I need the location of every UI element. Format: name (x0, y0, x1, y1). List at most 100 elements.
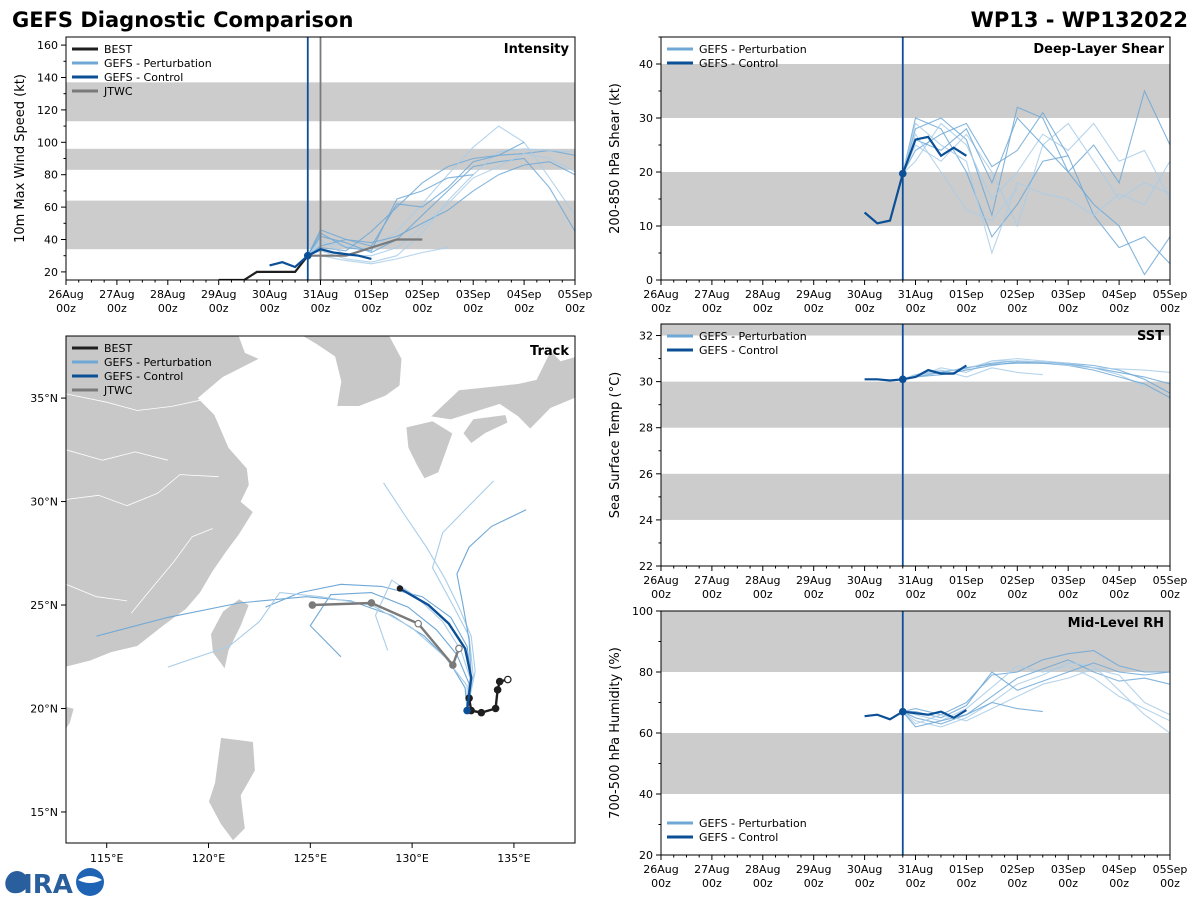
x-tick-label: 29Aug (796, 288, 831, 301)
x-tick-sublabel: 00z (362, 302, 382, 315)
x-tick-sublabel: 00z (957, 302, 977, 315)
perturbation-line-3 (902, 122, 1170, 200)
best-line (218, 255, 309, 280)
y-tick-label: 22 (639, 560, 653, 573)
x-tick-label: 29Aug (796, 863, 831, 876)
legend-label: GEFS - Perturbation (104, 57, 212, 70)
x-tick-label: 03Sep (1051, 863, 1086, 876)
x-tick-label: 27Aug (99, 288, 134, 301)
y-tick-label: 20 (639, 166, 653, 179)
plot-area (661, 37, 1170, 280)
x-tick-label: 05Sep (558, 288, 593, 301)
panel-title: Track (530, 344, 569, 359)
perturbation-line-6 (902, 701, 1043, 728)
plot-area (661, 324, 1170, 566)
luzon-island (208, 737, 256, 842)
x-tick-sublabel: 00z (855, 877, 875, 890)
plot-frame (660, 323, 1171, 567)
x-tick-sublabel: 00z (311, 302, 331, 315)
threshold-band-2 (661, 324, 1170, 336)
x-tick-sublabel: 00z (1058, 302, 1078, 315)
perturbation-track-5 (374, 579, 472, 711)
gefs-control-line (863, 135, 967, 225)
perturbation-line-5 (307, 148, 575, 263)
x-tick-label: 30Aug (847, 574, 882, 587)
logo-globe-left-icon (6, 871, 28, 893)
x-tick-label: 30Aug (847, 863, 882, 876)
figure-title: GEFS Diagnostic Comparison (12, 8, 353, 32)
legend-label: GEFS - Perturbation (104, 356, 212, 369)
lat-tick-label: 15°N (30, 806, 58, 819)
x-tick-label: 02Sep (1000, 288, 1035, 301)
threshold-band-1 (661, 611, 1170, 672)
province-border-4 (66, 449, 168, 461)
x-tick-sublabel: 00z (906, 302, 926, 315)
province-border-1 (66, 474, 219, 507)
gefs-control-track (399, 587, 473, 711)
jtwc-point (367, 599, 376, 607)
x-tick-label: 29Aug (201, 288, 236, 301)
legend-label: GEFS - Control (104, 71, 183, 84)
x-tick-sublabel: 00z (906, 877, 926, 890)
x-tick-label: 02Sep (405, 288, 440, 301)
legend-label: GEFS - Control (699, 344, 778, 357)
perturbation-line-7 (902, 132, 1018, 222)
legend-label: GEFS - Perturbation (699, 43, 807, 56)
x-tick-sublabel: 00z (855, 302, 875, 315)
x-tick-sublabel: 00z (651, 588, 671, 601)
control-init-point (303, 251, 312, 260)
y-tick-label: 140 (37, 72, 58, 85)
y-tick-label: 20 (44, 266, 58, 279)
x-tick-label: 30Aug (252, 288, 287, 301)
x-tick-sublabel: 00z (1160, 302, 1180, 315)
control-init-point (898, 169, 907, 178)
control-track-end-point (396, 585, 404, 592)
rh-panel: 2040608010026Aug00z27Aug00z28Aug00z29Aug… (608, 605, 1187, 890)
x-tick-sublabel: 00z (514, 302, 534, 315)
cira-logo: CIRA (4, 868, 104, 900)
perturbation-line-5 (902, 122, 1170, 255)
x-tick-sublabel: 00z (957, 877, 977, 890)
x-tick-label: 28Aug (150, 288, 185, 301)
korea-peninsula (301, 336, 403, 407)
x-tick-label: 03Sep (1051, 288, 1086, 301)
x-tick-label: 02Sep (1000, 574, 1035, 587)
y-axis-label: 700-500 hPa Humidity (%) (608, 647, 623, 819)
gefs-control-line (864, 709, 967, 721)
x-tick-label: 28Aug (745, 288, 780, 301)
x-tick-sublabel: 00z (260, 302, 280, 315)
x-tick-label: 31Aug (303, 288, 338, 301)
x-tick-label: 31Aug (898, 288, 933, 301)
province-border-2 (130, 528, 213, 614)
perturbation-line-1 (902, 665, 1170, 722)
x-tick-sublabel: 00z (702, 302, 722, 315)
x-tick-label: 31Aug (898, 574, 933, 587)
lat-tick-label: 25°N (30, 599, 58, 612)
control-init-point (898, 707, 907, 716)
y-tick-label: 10 (639, 220, 653, 233)
y-tick-label: 60 (639, 727, 653, 740)
logo-text: CIRA (4, 870, 73, 900)
perturbation-line-3 (902, 367, 1043, 380)
y-tick-label: 40 (639, 58, 653, 71)
honshu-landmass (429, 349, 575, 430)
x-tick-sublabel: 00z (651, 302, 671, 315)
threshold-band-0 (661, 172, 1170, 226)
y-tick-label: 28 (639, 422, 653, 435)
jtwc-point (455, 644, 463, 653)
x-tick-label: 30Aug (847, 288, 882, 301)
legend-label: BEST (104, 342, 132, 355)
y-tick-label: 24 (639, 514, 653, 527)
x-tick-label: 26Aug (48, 288, 83, 301)
legend-label: GEFS - Perturbation (699, 330, 807, 343)
perturbation-line-2 (902, 659, 1170, 725)
x-tick-sublabel: 00z (804, 877, 824, 890)
kyushu-landmass (405, 420, 454, 480)
x-tick-label: 04Sep (1102, 574, 1137, 587)
y-tick-label: 0 (646, 274, 653, 287)
shikoku-landmass (462, 414, 509, 445)
